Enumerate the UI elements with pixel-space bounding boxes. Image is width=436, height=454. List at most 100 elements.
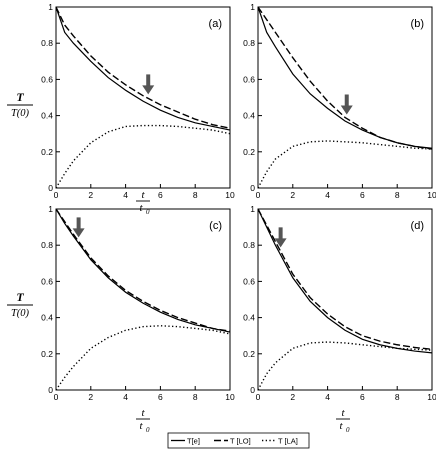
x-axis-label-3: tt 0 — [336, 407, 350, 434]
x-tick-label: 2 — [88, 190, 93, 200]
y-tick-label: 0.6 — [243, 276, 255, 286]
y-tick-label: 0.8 — [243, 240, 255, 250]
y-tick-label: 0 — [250, 183, 255, 193]
legend-label: T [LO] — [230, 437, 251, 446]
x-tick-label: 8 — [193, 190, 198, 200]
x-tick-label: 4 — [123, 392, 128, 402]
x-tick-label: 2 — [88, 392, 93, 402]
series-line-dotted — [55, 124, 231, 189]
y-tick-label: 0.8 — [41, 240, 53, 250]
chart-panel-a: 00.20.40.60.810 2 4 6 8 10(a) — [41, 2, 235, 200]
plot-frame — [257, 208, 433, 391]
y-tick-label: 0.8 — [243, 38, 255, 48]
y-tick-label: 0.8 — [41, 38, 53, 48]
plot-frame — [55, 6, 231, 189]
plot-frame — [55, 208, 231, 391]
y-tick-label: 1 — [250, 2, 255, 12]
arrow-shaft — [146, 74, 151, 87]
plot-frame — [257, 6, 433, 189]
y-label-numerator: T — [16, 290, 24, 304]
arrow-shaft — [278, 227, 283, 240]
x-tick-label: 4 — [325, 190, 330, 200]
arrow-marker — [142, 74, 155, 95]
y-tick-label: 1 — [250, 204, 255, 214]
chart-panel-c: 00.20.40.60.810 2 4 6 8 10(c) — [41, 204, 235, 402]
y-tick-label: 0 — [48, 385, 53, 395]
series-line-dashed — [55, 6, 231, 129]
series-line-dashed — [55, 208, 231, 332]
arrow-head — [72, 228, 85, 238]
arrow-marker — [340, 94, 353, 115]
y-tick-label: 0.4 — [243, 313, 255, 323]
x-tick-label: 10 — [427, 190, 436, 200]
chart-panel-d: 00.20.40.60.810 2 4 6 8 10(d) — [243, 204, 436, 402]
y-label-denominator: T(0) — [11, 108, 30, 119]
y-tick-label: 1 — [48, 2, 53, 12]
y-tick-label: 0.2 — [41, 147, 53, 157]
x-axis-label-1: tt 0 — [136, 189, 150, 216]
x-tick-label: 6 — [158, 392, 163, 402]
chart-panel-b: 00.20.40.60.810 2 4 6 8 10(b) — [243, 2, 436, 200]
x-label-subscript: 0 — [146, 208, 150, 216]
series-line-solid — [55, 6, 231, 131]
x-label-numerator: t — [341, 407, 345, 419]
arrow-marker — [72, 217, 85, 238]
y-tick-label: 0.2 — [41, 349, 53, 359]
x-tick-label: 4 — [123, 190, 128, 200]
y-tick-label: 0.6 — [41, 74, 53, 84]
series-line-solid — [257, 208, 433, 354]
arrow-shaft — [76, 217, 81, 230]
series-line-solid — [55, 208, 231, 333]
x-label-subscript: 0 — [346, 426, 350, 434]
x-label-denominator: t — [339, 420, 343, 432]
panel-label: (a) — [209, 18, 222, 30]
y-tick-label: 0 — [48, 183, 53, 193]
y-tick-label: 0.6 — [41, 276, 53, 286]
series-line-dotted — [257, 140, 433, 189]
x-axis-label-2: tt 0 — [136, 407, 150, 434]
arrow-shaft — [344, 94, 349, 107]
x-label-denominator: t — [139, 420, 143, 432]
x-tick-label: 10 — [225, 190, 235, 200]
panel-label: (c) — [209, 220, 222, 232]
y-tick-label: 0.4 — [41, 313, 53, 323]
x-tick-label: 0 — [54, 190, 59, 200]
y-axis-label-1: T T(0) — [7, 90, 33, 119]
x-tick-label: 0 — [256, 392, 261, 402]
y-tick-label: 0.6 — [243, 74, 255, 84]
panel-label: (d) — [411, 220, 424, 232]
series-line-dashed — [257, 208, 433, 350]
x-tick-label: 6 — [360, 190, 365, 200]
y-tick-label: 1 — [48, 204, 53, 214]
arrow-head — [274, 238, 287, 248]
legend: T[e] T [LO] T [LA] — [167, 432, 310, 449]
x-tick-label: 8 — [193, 392, 198, 402]
series-line-dashed — [257, 6, 433, 150]
series-line-dotted — [55, 325, 231, 391]
legend-box — [167, 432, 310, 449]
y-label-denominator: T(0) — [11, 308, 30, 319]
x-tick-label: 0 — [256, 190, 261, 200]
y-tick-label: 0 — [250, 385, 255, 395]
x-tick-label: 6 — [360, 392, 365, 402]
x-tick-label: 10 — [225, 392, 235, 402]
y-tick-label: 0.2 — [243, 147, 255, 157]
x-tick-label: 2 — [290, 190, 295, 200]
x-tick-label: 4 — [325, 392, 330, 402]
arrow-marker — [274, 227, 287, 248]
x-tick-label: 8 — [395, 190, 400, 200]
series-line-dotted — [257, 341, 433, 391]
arrow-head — [142, 85, 155, 95]
x-tick-label: 0 — [54, 392, 59, 402]
legend-label: T [LA] — [278, 437, 298, 446]
y-tick-label: 0.4 — [243, 111, 255, 121]
x-label-subscript: 0 — [146, 426, 150, 434]
arrow-head — [340, 105, 353, 115]
panel-label: (b) — [411, 18, 424, 30]
y-tick-label: 0.4 — [41, 111, 53, 121]
y-label-numerator: T — [16, 90, 24, 104]
x-tick-label: 10 — [427, 392, 436, 402]
x-label-numerator: t — [141, 407, 145, 419]
x-tick-label: 8 — [395, 392, 400, 402]
